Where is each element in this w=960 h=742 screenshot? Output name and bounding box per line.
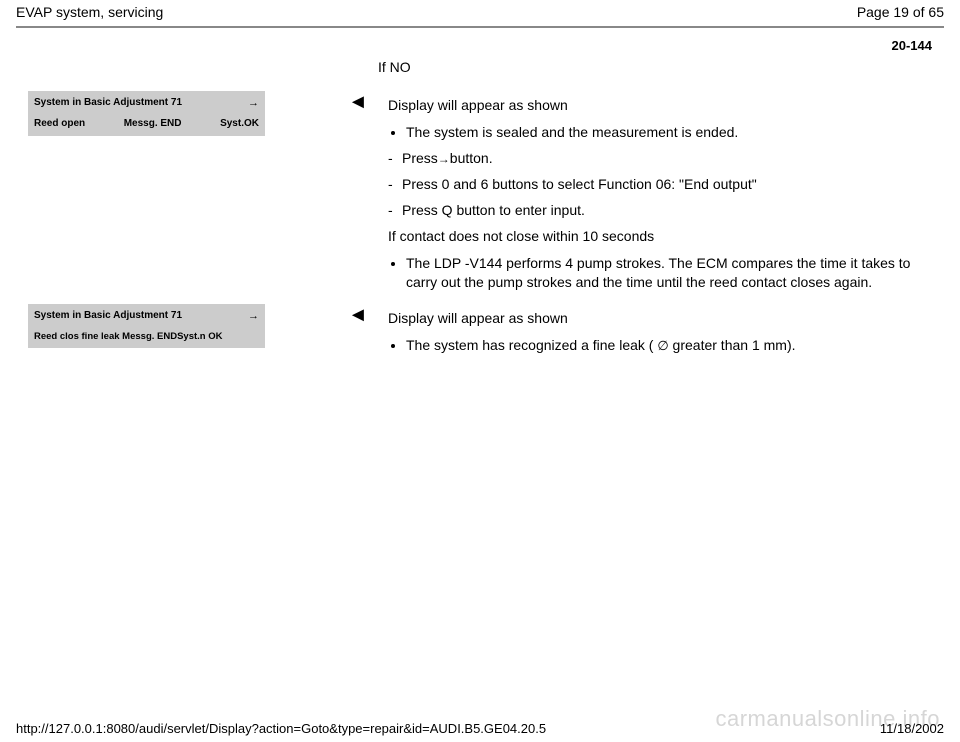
block2-bullet1: The system has recognized a fine leak ( … xyxy=(406,336,932,355)
left-column-1: System in Basic Adjustment 71 → Reed ope… xyxy=(28,91,348,136)
page-footer: http://127.0.0.1:8080/audi/servlet/Displ… xyxy=(0,721,960,736)
display1-line2-a: Reed open xyxy=(34,117,85,131)
block-2: System in Basic Adjustment 71 → Reed clo… xyxy=(28,304,932,363)
dash3-text: Press Q button to enter input. xyxy=(402,202,585,218)
footer-date: 11/18/2002 xyxy=(880,721,944,736)
arrow-right-icon: → xyxy=(248,309,259,324)
block1-heading: Display will appear as shown xyxy=(388,97,932,113)
content-area: If NO System in Basic Adjustment 71 → Re… xyxy=(0,59,960,363)
block1-bullet2: The LDP -V144 performs 4 pump strokes. T… xyxy=(406,254,932,292)
display2-line2: Reed clos fine leak Messg. ENDSyst.n OK xyxy=(34,330,222,343)
right-column-2: Display will appear as shown The system … xyxy=(388,304,932,363)
dash1-text: Press→button. xyxy=(402,150,493,166)
page-number: Page 19 of 65 xyxy=(857,4,944,20)
left-column-2: System in Basic Adjustment 71 → Reed clo… xyxy=(28,304,348,349)
press-arrow-icon: → xyxy=(438,152,450,166)
display-box-2: System in Basic Adjustment 71 → Reed clo… xyxy=(28,304,265,349)
block1-dash3: - Press Q button to enter input. xyxy=(388,202,932,218)
display1-line2-c: Syst.OK xyxy=(220,117,259,131)
display1-line2-b: Messg. END xyxy=(124,117,182,131)
display-box-1: System in Basic Adjustment 71 → Reed ope… xyxy=(28,91,265,136)
right-column-1: Display will appear as shown The system … xyxy=(388,91,932,300)
diameter-icon: ∅ xyxy=(657,338,668,353)
pointer-2: ◄ xyxy=(348,304,388,327)
block1-dash2: - Press 0 and 6 buttons to select Functi… xyxy=(388,176,932,192)
footer-url: http://127.0.0.1:8080/audi/servlet/Displ… xyxy=(16,721,546,736)
block1-dash1: - Press→button. xyxy=(388,150,932,166)
page-code: 20-144 xyxy=(0,28,960,59)
if-no-line: If NO xyxy=(28,59,932,75)
dash-marker: - xyxy=(388,202,402,218)
display2-line1-left: System in Basic Adjustment 71 xyxy=(34,309,182,324)
block2-heading: Display will appear as shown xyxy=(388,310,932,326)
dash-marker: - xyxy=(388,150,402,166)
arrow-right-icon: → xyxy=(248,96,259,111)
doc-title: EVAP system, servicing xyxy=(16,4,163,20)
block2-bullet1-post: greater than 1 mm). xyxy=(669,337,796,353)
block1-contact-line: If contact does not close within 10 seco… xyxy=(388,228,932,244)
block-1: System in Basic Adjustment 71 → Reed ope… xyxy=(28,91,932,300)
dash1-post: button. xyxy=(450,150,493,166)
dash-marker: - xyxy=(388,176,402,192)
page-header: EVAP system, servicing Page 19 of 65 xyxy=(0,0,960,22)
pointer-1: ◄ xyxy=(348,91,388,114)
display1-line1-left: System in Basic Adjustment 71 xyxy=(34,96,182,111)
block1-bullet1: The system is sealed and the measurement… xyxy=(406,123,932,142)
dash2-text: Press 0 and 6 buttons to select Function… xyxy=(402,176,757,192)
dash1-pre: Press xyxy=(402,150,438,166)
block2-bullet1-pre: The system has recognized a fine leak ( xyxy=(406,337,657,353)
